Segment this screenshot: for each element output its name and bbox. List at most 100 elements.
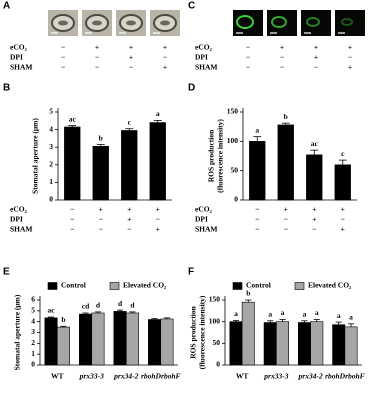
treatment-label: SHAM bbox=[195, 225, 218, 234]
treatment-sign: − bbox=[70, 205, 74, 214]
y-tick-label: 1 bbox=[49, 177, 53, 186]
bar bbox=[121, 130, 138, 201]
treatment-sign: − bbox=[246, 43, 250, 52]
legend-label: Control bbox=[246, 281, 271, 290]
treatment-sign: − bbox=[341, 215, 345, 224]
treatment-sign: + bbox=[348, 63, 352, 72]
legend-swatch bbox=[232, 282, 243, 290]
treatment-sign: − bbox=[156, 215, 160, 224]
treatment-sign: − bbox=[61, 53, 65, 62]
treatment-sign: − bbox=[280, 53, 284, 62]
bar bbox=[241, 301, 255, 366]
treatment-sign: − bbox=[70, 215, 74, 224]
bar bbox=[310, 321, 324, 366]
y-tick-label: 2 bbox=[31, 338, 35, 347]
treatment-sign: − bbox=[246, 63, 250, 72]
bar bbox=[56, 326, 70, 366]
treatment-sign: + bbox=[314, 53, 318, 62]
bar bbox=[276, 321, 290, 366]
bar bbox=[113, 311, 127, 366]
y-tick-label: 4 bbox=[49, 124, 53, 133]
x-tick-label: prx34-2 bbox=[298, 372, 323, 381]
y-tick-label: 6 bbox=[31, 295, 35, 304]
significance-letter: d bbox=[130, 301, 135, 310]
treatment-sign: + bbox=[99, 205, 103, 214]
bar bbox=[344, 326, 358, 366]
treatment-sign: + bbox=[127, 205, 131, 214]
bar bbox=[277, 124, 294, 201]
bar bbox=[44, 317, 58, 366]
significance-letter: a bbox=[234, 309, 238, 318]
bar bbox=[297, 322, 311, 366]
legend-label: Control bbox=[61, 281, 86, 290]
bar bbox=[229, 321, 243, 366]
significance-letter: b bbox=[61, 315, 65, 324]
x-tick-label: WT bbox=[51, 372, 64, 381]
pore bbox=[92, 20, 102, 26]
significance-letter: a bbox=[303, 310, 307, 319]
bar bbox=[125, 312, 139, 366]
panel-label: A bbox=[3, 1, 10, 12]
significance-letter: b bbox=[284, 112, 288, 121]
y-tick-label: 3 bbox=[49, 142, 53, 151]
bar bbox=[91, 312, 105, 366]
fluorescence bbox=[236, 15, 254, 29]
y-tick-label: 0 bbox=[234, 195, 238, 204]
x-tick-label: prx33-3 bbox=[79, 372, 104, 381]
fluorescence bbox=[306, 17, 320, 27]
treatment-sign: − bbox=[314, 63, 318, 72]
treatment-sign: + bbox=[95, 43, 99, 52]
bar bbox=[263, 322, 277, 366]
significance-letter: a bbox=[255, 125, 259, 134]
y-tick-label: 0 bbox=[216, 360, 220, 369]
treatment-label: eCO₂ bbox=[10, 205, 28, 214]
treatment-sign: + bbox=[348, 43, 352, 52]
y-tick-label: 150 bbox=[209, 295, 221, 304]
y-axis-label: ROS production bbox=[189, 305, 198, 358]
significance-letter: a bbox=[315, 308, 319, 317]
pore bbox=[160, 20, 170, 26]
y-tick-label: 50 bbox=[213, 338, 221, 347]
significance-letter: a bbox=[349, 313, 353, 322]
treatment-sign: − bbox=[163, 53, 167, 62]
treatment-sign: − bbox=[129, 63, 133, 72]
legend-swatch bbox=[294, 282, 305, 290]
treatment-sign: − bbox=[255, 205, 259, 214]
treatment-sign: + bbox=[129, 43, 133, 52]
y-tick-label: 5 bbox=[49, 107, 53, 116]
y-axis-label: ROS production bbox=[207, 129, 216, 182]
treatment-sign: − bbox=[284, 225, 288, 234]
treatment-sign: − bbox=[280, 63, 284, 72]
x-tick-label: rbohDrbohF bbox=[325, 372, 365, 381]
treatment-sign: + bbox=[312, 215, 316, 224]
treatment-sign: + bbox=[163, 43, 167, 52]
treatment-sign: + bbox=[129, 53, 133, 62]
treatment-sign: + bbox=[280, 43, 284, 52]
significance-letter: a bbox=[337, 311, 341, 320]
treatment-sign: − bbox=[99, 215, 103, 224]
treatment-sign: + bbox=[163, 63, 167, 72]
significance-letter: a bbox=[281, 308, 285, 317]
micrograph bbox=[301, 10, 331, 36]
treatment-sign: − bbox=[312, 225, 316, 234]
y-tick-label: 3 bbox=[31, 327, 35, 336]
treatment-sign: + bbox=[314, 43, 318, 52]
legend-label: Elevated CO₂ bbox=[123, 281, 167, 290]
panel-label: D bbox=[188, 83, 195, 94]
bar bbox=[160, 318, 174, 366]
fluorescence bbox=[271, 16, 287, 28]
treatment-label: DPI bbox=[195, 53, 208, 62]
treatment-label: SHAM bbox=[10, 63, 33, 72]
x-tick-label: prx33-3 bbox=[263, 372, 288, 381]
treatment-label: SHAM bbox=[10, 225, 33, 234]
treatment-label: DPI bbox=[10, 53, 23, 62]
y-tick-label: 1 bbox=[31, 349, 35, 358]
treatment-label: DPI bbox=[10, 215, 23, 224]
treatment-sign: − bbox=[61, 43, 65, 52]
treatment-sign: − bbox=[246, 53, 250, 62]
treatment-sign: + bbox=[312, 205, 316, 214]
y-axis-label: Stomatal aperture (μm) bbox=[13, 294, 22, 370]
treatment-sign: − bbox=[61, 63, 65, 72]
y-tick-label: 100 bbox=[209, 316, 221, 325]
